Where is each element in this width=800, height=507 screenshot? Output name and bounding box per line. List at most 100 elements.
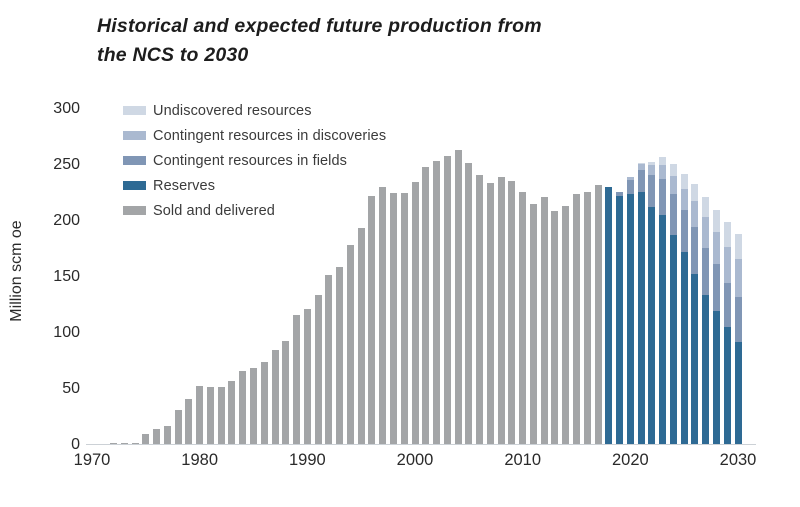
bar-1978-segment-sold_and_delivered bbox=[174, 410, 182, 445]
bar-2004 bbox=[454, 150, 462, 445]
bar-1983 bbox=[228, 381, 236, 445]
bar-2020-segment-contingent_fields bbox=[626, 180, 634, 194]
bar-1976 bbox=[153, 429, 161, 445]
bar-2030-segment-undiscovered bbox=[734, 234, 742, 259]
bar-2019 bbox=[616, 192, 624, 445]
bar-2009 bbox=[508, 181, 516, 445]
bar-1994 bbox=[346, 245, 354, 445]
bar-1976-segment-sold_and_delivered bbox=[153, 429, 161, 445]
legend-row-reserves: Reserves bbox=[123, 173, 386, 198]
bar-2002-segment-sold_and_delivered bbox=[433, 161, 441, 445]
bar-1985 bbox=[250, 368, 257, 445]
bar-2010-segment-sold_and_delivered bbox=[519, 192, 527, 445]
legend-swatch-contingent_fields bbox=[123, 156, 146, 165]
legend: Undiscovered resources Contingent resourc… bbox=[123, 98, 386, 223]
legend-label-undiscovered: Undiscovered resources bbox=[153, 102, 312, 119]
bar-1999 bbox=[400, 193, 408, 445]
bar-2006 bbox=[476, 175, 484, 445]
bar-2029-segment-contingent_fields bbox=[723, 282, 731, 328]
bar-2024-segment-contingent_fields bbox=[669, 194, 677, 235]
bar-2017-segment-sold_and_delivered bbox=[594, 185, 602, 445]
bar-1993 bbox=[336, 267, 344, 445]
bar-2024-segment-contingent_discoveries bbox=[669, 176, 677, 195]
bar-2023-segment-contingent_discoveries bbox=[659, 164, 667, 180]
bar-2026-segment-undiscovered bbox=[691, 184, 699, 201]
bar-2025-segment-undiscovered bbox=[680, 174, 688, 189]
legend-swatch-undiscovered bbox=[123, 106, 146, 115]
bar-1990 bbox=[303, 309, 311, 445]
legend-swatch-contingent_discoveries bbox=[123, 131, 146, 140]
bar-1988-segment-sold_and_delivered bbox=[282, 341, 290, 445]
bar-2027-segment-contingent_fields bbox=[702, 247, 710, 295]
bar-1982-segment-sold_and_delivered bbox=[217, 387, 225, 445]
bar-2029 bbox=[723, 222, 731, 445]
bar-1981-segment-sold_and_delivered bbox=[206, 387, 214, 445]
bar-2000-segment-sold_and_delivered bbox=[411, 182, 419, 445]
bar-2020-segment-contingent_discoveries bbox=[626, 177, 634, 181]
bar-1984 bbox=[239, 371, 247, 445]
bar-2022-segment-reserves bbox=[648, 206, 656, 445]
bar-2000 bbox=[411, 182, 419, 445]
bar-2027-segment-contingent_discoveries bbox=[702, 217, 710, 248]
bar-2023-segment-reserves bbox=[659, 215, 667, 445]
bar-2030-segment-contingent_fields bbox=[734, 296, 742, 342]
bar-2020 bbox=[626, 177, 634, 445]
bar-1977 bbox=[163, 426, 171, 445]
x-tick-1970: 1970 bbox=[73, 451, 111, 469]
bar-2009-segment-sold_and_delivered bbox=[508, 181, 516, 445]
legend-label-reserves: Reserves bbox=[153, 177, 216, 194]
bar-1979-segment-sold_and_delivered bbox=[185, 399, 193, 445]
bar-2021 bbox=[637, 163, 645, 445]
chart-title-line2: the NCS to 2030 bbox=[97, 44, 249, 66]
bar-2016-segment-sold_and_delivered bbox=[583, 192, 591, 445]
bar-1981 bbox=[206, 387, 214, 445]
bar-2024-segment-reserves bbox=[669, 234, 677, 445]
bar-2023-segment-undiscovered bbox=[659, 157, 667, 165]
bar-1989 bbox=[293, 315, 301, 445]
bar-2016 bbox=[583, 192, 591, 445]
x-tick-2010: 2010 bbox=[504, 451, 542, 469]
bar-2001 bbox=[422, 167, 430, 445]
chart-title-line1: Historical and expected future productio… bbox=[97, 15, 542, 37]
bar-2024-segment-undiscovered bbox=[669, 164, 677, 177]
bar-2026 bbox=[691, 184, 699, 445]
bar-2014 bbox=[562, 206, 570, 445]
y-tick-0: 0 bbox=[71, 436, 80, 453]
bar-2010 bbox=[519, 192, 527, 445]
bar-2027 bbox=[702, 197, 710, 445]
bar-2012-segment-sold_and_delivered bbox=[540, 197, 548, 445]
bar-2019-segment-contingent_fields bbox=[616, 192, 624, 197]
bar-2021-segment-reserves bbox=[637, 192, 645, 445]
legend-label-contingent_fields: Contingent resources in fields bbox=[153, 152, 348, 169]
bar-2026-segment-contingent_discoveries bbox=[691, 200, 699, 227]
bar-2022 bbox=[648, 162, 656, 445]
legend-label-sold_and_delivered: Sold and delivered bbox=[153, 202, 275, 219]
x-tick-1990: 1990 bbox=[288, 451, 326, 469]
y-tick-200: 200 bbox=[53, 212, 80, 229]
bar-1990-segment-sold_and_delivered bbox=[303, 309, 311, 445]
bar-1991 bbox=[314, 295, 322, 445]
bar-2024 bbox=[669, 164, 677, 445]
bar-2022-segment-contingent_fields bbox=[648, 175, 656, 207]
legend-swatch-sold_and_delivered bbox=[123, 206, 146, 215]
bar-2021-segment-undiscovered bbox=[637, 163, 645, 165]
bar-1977-segment-sold_and_delivered bbox=[163, 426, 171, 445]
bar-2019-segment-reserves bbox=[616, 196, 624, 445]
legend-row-sold_and_delivered: Sold and delivered bbox=[123, 198, 386, 223]
bar-1986-segment-sold_and_delivered bbox=[260, 362, 268, 445]
bar-2026-segment-contingent_fields bbox=[691, 226, 699, 274]
bar-1987 bbox=[271, 350, 279, 445]
bar-2014-segment-sold_and_delivered bbox=[562, 206, 570, 445]
y-tick-100: 100 bbox=[53, 324, 80, 341]
bar-1998 bbox=[389, 193, 397, 445]
bar-1988 bbox=[282, 341, 290, 445]
bar-2003-segment-sold_and_delivered bbox=[443, 156, 451, 445]
bar-2025 bbox=[680, 174, 688, 445]
bar-1995-segment-sold_and_delivered bbox=[357, 228, 365, 445]
bar-2007 bbox=[486, 183, 494, 445]
bar-2030-segment-reserves bbox=[734, 341, 742, 445]
bar-2015-segment-sold_and_delivered bbox=[573, 194, 580, 445]
bar-1996-segment-sold_and_delivered bbox=[368, 196, 376, 445]
bar-1994-segment-sold_and_delivered bbox=[346, 245, 354, 445]
